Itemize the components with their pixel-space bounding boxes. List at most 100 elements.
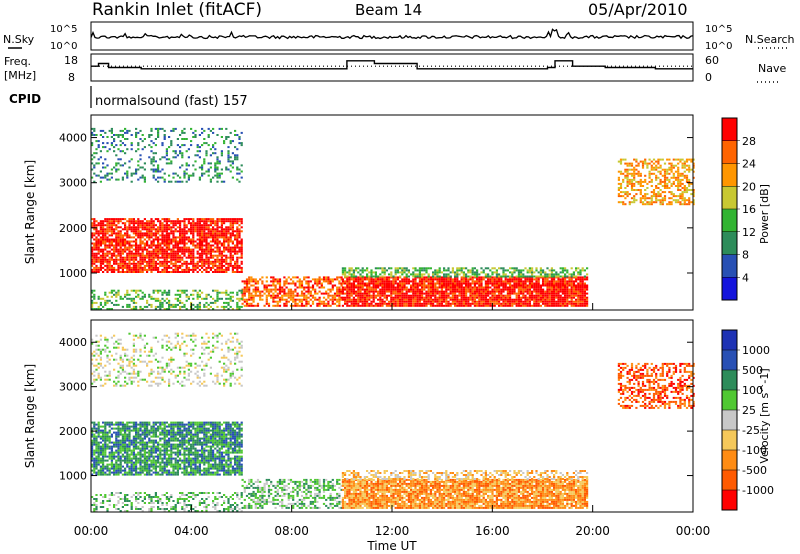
scatter-cell	[679, 189, 682, 191]
scatter-cell	[583, 290, 586, 293]
scatter-cell	[176, 240, 179, 243]
scatter-cell	[462, 275, 465, 278]
scatter-cell	[152, 142, 155, 145]
scatter-cell	[168, 244, 171, 247]
scatter-cell	[456, 273, 459, 276]
scatter-cell	[159, 228, 162, 231]
scatter-cell	[546, 302, 549, 305]
scatter-cell	[128, 166, 131, 169]
scatter-cell	[256, 282, 260, 285]
scatter-cell	[143, 244, 146, 247]
scatter-cell	[465, 280, 468, 283]
scatter-cell	[341, 267, 344, 270]
scatter-cell	[555, 300, 558, 303]
scatter-cell	[113, 260, 116, 263]
scatter-cell	[128, 260, 131, 263]
scatter-cell	[405, 302, 408, 305]
scatter-cell	[108, 250, 111, 253]
scatter-cell	[276, 280, 279, 283]
scatter-cell	[316, 292, 319, 295]
scatter-cell	[553, 300, 556, 303]
scatter-cell	[234, 250, 237, 253]
scatter-cell	[216, 134, 219, 136]
scatter-cell	[458, 267, 461, 270]
scatter-cell	[104, 158, 107, 161]
scatter-cell	[502, 294, 505, 297]
scatter-cell	[377, 302, 380, 305]
scatter-cell	[183, 303, 186, 306]
scatter-cell	[296, 304, 299, 307]
scatter-cell	[462, 298, 465, 301]
scatter-cell	[274, 284, 277, 287]
scatter-cell	[504, 302, 507, 305]
scatter-cell	[394, 276, 397, 279]
scatter-cell	[176, 242, 179, 245]
scatter-cell	[159, 238, 162, 241]
scatter-cell	[531, 304, 534, 307]
scatter-cell	[238, 136, 241, 138]
scatter-cell	[165, 260, 168, 263]
scatter-cell	[117, 148, 120, 151]
scatter-cell	[245, 290, 249, 293]
scatter-cell	[449, 302, 452, 305]
scatter-cell	[157, 228, 160, 231]
scatter-cell	[298, 300, 301, 303]
scatter-cell	[445, 284, 448, 287]
scatter-cell	[152, 240, 155, 243]
scatter-cell	[414, 290, 417, 293]
scatter-cell	[329, 290, 332, 293]
scatter-cell	[320, 292, 323, 295]
scatter-cell	[110, 168, 113, 171]
scatter-cell	[117, 238, 120, 241]
scatter-cell	[265, 280, 268, 283]
scatter-cell	[388, 304, 391, 307]
scatter-cell	[161, 218, 164, 221]
scatter-cell	[423, 286, 426, 289]
scatter-cell	[396, 288, 399, 291]
scatter-cell	[128, 262, 131, 265]
scatter-cell	[366, 273, 369, 276]
scatter-cell	[165, 162, 168, 165]
scatter-cell	[352, 273, 355, 276]
scatter-cell	[659, 180, 662, 183]
scatter-cell	[346, 302, 349, 305]
scatter-cell	[135, 168, 138, 171]
scatter-cell	[498, 280, 501, 283]
scatter-cell	[245, 284, 249, 287]
scatter-cell	[361, 304, 364, 307]
scatter-cell	[535, 296, 538, 299]
scatter-cell	[99, 240, 102, 243]
scatter-cell	[456, 304, 459, 307]
scatter-cell	[440, 288, 443, 291]
scatter-cell	[624, 203, 627, 206]
scatter-cell	[150, 234, 153, 237]
scatter-cell	[117, 234, 120, 237]
scatter-cell	[119, 240, 122, 243]
scatter-cell	[238, 138, 241, 140]
scatter-cell	[454, 296, 457, 299]
scatter-cell	[152, 250, 155, 253]
scatter-cell	[227, 168, 230, 171]
scatter-cell	[154, 238, 157, 241]
scatter-cell	[130, 262, 133, 265]
scatter-cell	[366, 269, 369, 272]
scatter-cell	[495, 300, 498, 303]
scatter-cell	[412, 300, 415, 303]
scatter-cell	[368, 275, 371, 278]
scatter-cell	[187, 266, 190, 269]
scatter-cell	[124, 262, 127, 265]
scatter-cell	[553, 302, 556, 305]
scatter-cell	[575, 278, 578, 281]
scatter-cell	[110, 266, 113, 269]
scatter-cell	[478, 300, 481, 303]
scatter-cell	[231, 152, 234, 155]
scatter-cell	[196, 232, 199, 235]
scatter-cell	[440, 300, 443, 303]
scatter-cell	[97, 260, 100, 263]
scatter-cell	[198, 248, 201, 251]
scatter-cell	[115, 168, 118, 171]
scatter-cell	[661, 158, 664, 161]
scatter-cell	[143, 232, 146, 235]
scatter-cell	[544, 302, 547, 305]
scatter-cell	[91, 295, 94, 298]
